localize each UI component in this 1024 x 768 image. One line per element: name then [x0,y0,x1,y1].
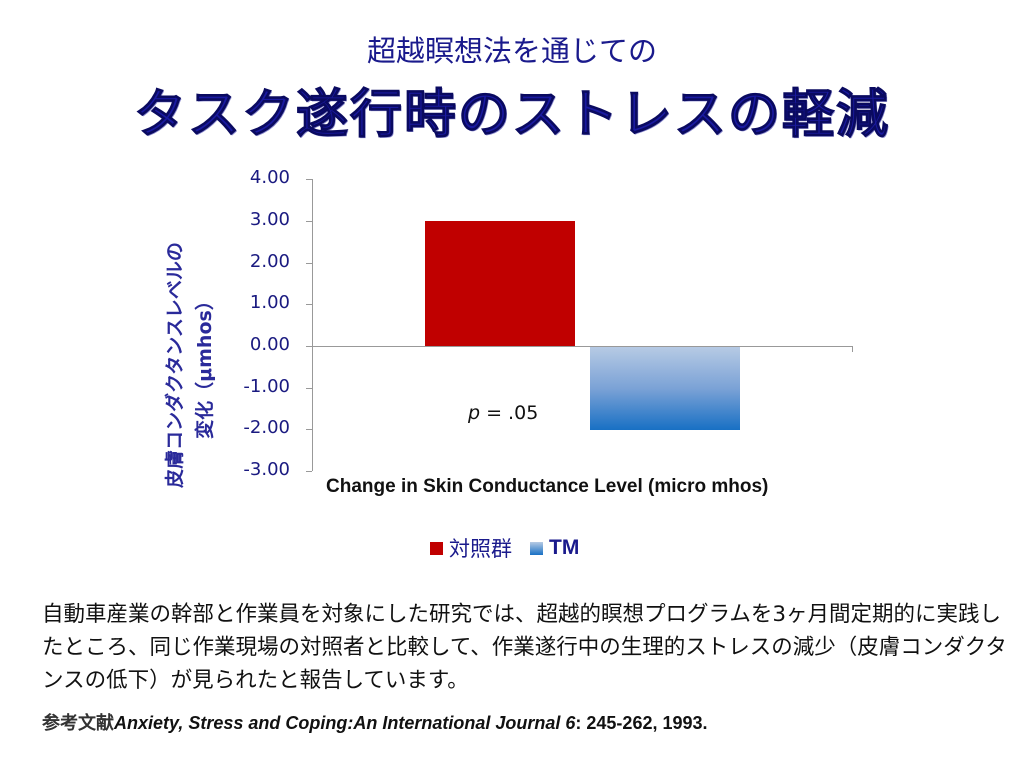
x-axis-end-tick [852,346,853,352]
legend: 対照群 TM [430,533,579,563]
y-axis-label-line1: 皮膚コンダクタンスレベルの [164,242,186,488]
y-axis-label: 皮膚コンダクタンスレベルの 変化（μmhos） [160,210,230,520]
bar-control-group [425,221,575,346]
page-title: タスク遂行時のストレスの軽減 [133,85,890,146]
tick-mark [306,429,312,430]
subtitle: 超越瞑想法を通じての [366,34,657,68]
tick-mark [306,471,312,472]
reference-prefix: 参考文献 [42,713,114,734]
y-tick-label: 3.00 [249,209,290,230]
tick-mark [306,346,312,347]
y-tick-label: 0.00 [249,334,290,355]
tick-mark [306,221,312,222]
x-axis-line [312,346,853,347]
y-tick-label: -3.00 [243,459,290,480]
p-value-annotation: p = .05 [468,402,538,424]
y-axis-line [312,179,313,471]
y-tick-label: 4.00 [249,167,290,188]
y-tick-label: -1.00 [243,376,290,397]
y-tick-label: 1.00 [249,292,290,313]
legend-swatch-control [430,541,443,555]
legend-label-tm: TM [549,536,580,559]
x-axis-label: Change in Skin Conductance Level (micro … [326,476,769,497]
reference-citation: 参考文献Anxiety, Stress and Coping:An Intern… [42,709,708,735]
p-value: = .05 [480,402,539,424]
p-symbol: p [468,402,481,424]
tick-mark [306,179,312,180]
tick-mark [306,388,312,389]
tick-mark [306,304,312,305]
y-axis-label-line2: 変化（μmhos） [194,291,216,439]
description-paragraph: 自動車産業の幹部と作業員を対象にした研究では、超越的瞑想プログラムを3ヶ月間定期… [42,602,1007,693]
bar-tm [590,347,740,430]
y-tick-label: 2.00 [249,251,290,272]
legend-swatch-tm [530,541,543,555]
reference-journal: Anxiety, Stress and Coping:An Internatio… [114,713,576,733]
reference-details: : 245-262, 1993. [575,713,708,733]
legend-label-control: 対照群 [449,537,512,561]
tick-mark [306,263,312,264]
y-tick-label: -2.00 [243,417,290,438]
